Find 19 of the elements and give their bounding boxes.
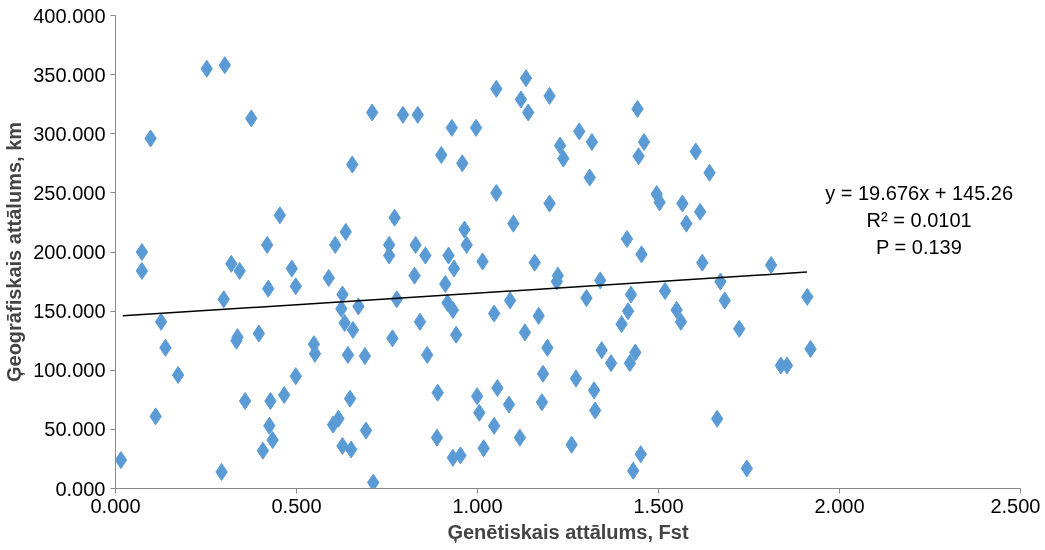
x-tick-label: 2.000 (814, 494, 865, 517)
y-tick-label: 150.000 (33, 300, 106, 323)
y-tick-label: 100.000 (33, 359, 106, 382)
annotation: P = 0.139 (876, 236, 962, 259)
y-tick-label: 400.000 (33, 4, 106, 27)
y-tick-label: 300.000 (33, 122, 106, 145)
y-tick-label: 0.000 (55, 477, 106, 500)
annotation: y = 19.676x + 145.26 (825, 181, 1014, 204)
x-tick-label: 1.500 (633, 494, 684, 517)
annotation: R² = 0.0101 (866, 209, 972, 232)
x-tick-label: 0.500 (271, 494, 322, 517)
y-tick-label: 250.000 (33, 181, 106, 204)
y-tick-label: 50.000 (44, 418, 106, 441)
y-tick-label: 350.000 (33, 63, 106, 86)
x-tick-label: 1.000 (452, 494, 503, 517)
y-axis-title: Ģeogrāfiskais attālums, km (3, 121, 26, 383)
y-tick-label: 200.000 (33, 241, 106, 263)
x-axis-title: Ģenētiskais attālums, Fst (447, 520, 689, 543)
x-tick-label: 2.500 (990, 494, 1041, 517)
